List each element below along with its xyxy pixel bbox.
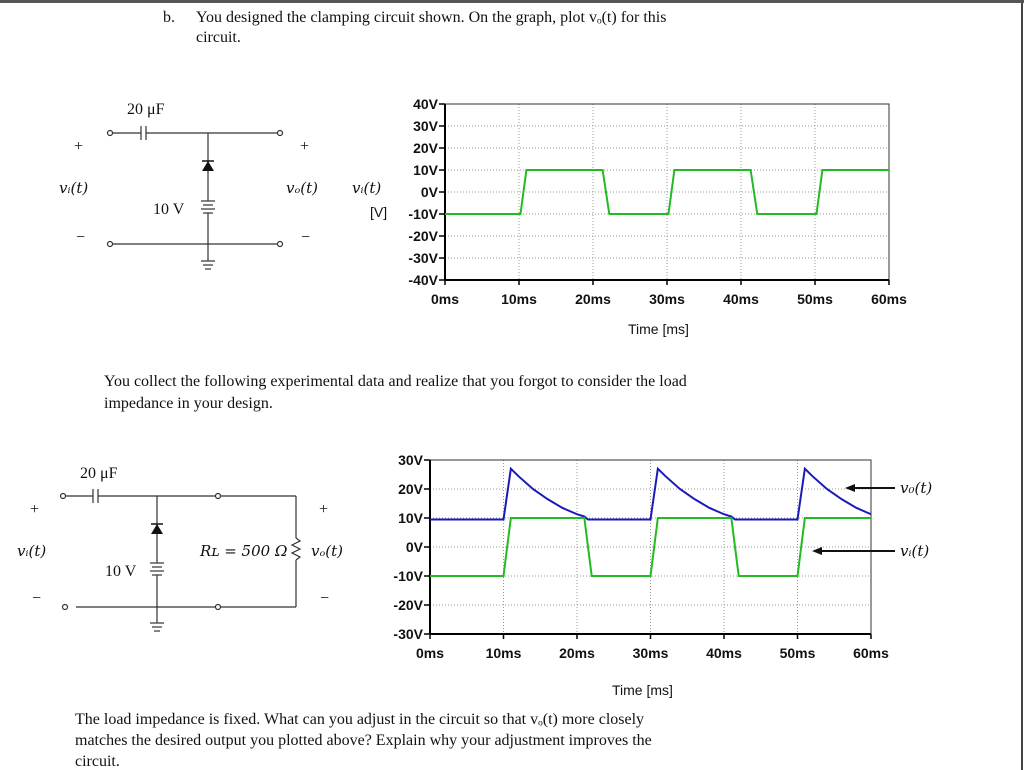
- terminal: [106, 129, 114, 137]
- y-tick-label: 40V: [413, 96, 439, 112]
- c1-output-label: vₒ(t): [286, 179, 318, 197]
- c1-output-plus: +: [300, 138, 310, 155]
- x-tick-label: 50ms: [780, 645, 816, 661]
- plot-frame: [444, 103, 890, 281]
- x-tick-label: 0ms: [431, 291, 459, 307]
- c2-resistor-label: Rʟ = 500 Ω: [200, 542, 288, 560]
- y-tick-label: -10V: [393, 568, 423, 584]
- x-tick-label: 10ms: [486, 645, 522, 661]
- y-tick-label: -40V: [408, 272, 438, 288]
- c2-output-minus: −: [320, 590, 330, 607]
- series-line-vi: [430, 517, 871, 577]
- x-tick-label: 40ms: [723, 291, 759, 307]
- y-tick-label: -30V: [408, 250, 438, 266]
- c1-capacitor-label: 20 μF: [127, 101, 165, 118]
- y-tick-label: 10V: [413, 162, 439, 178]
- question-text-line2: circuit.: [196, 29, 241, 46]
- chart2-vo-annotation: v₀(t): [900, 479, 933, 497]
- y-tick-label: -20V: [408, 228, 438, 244]
- bottom-text-line2: matches the desired output you plotted a…: [75, 732, 652, 749]
- c1-output-minus: −: [301, 229, 311, 246]
- question-label: b.: [163, 9, 175, 26]
- y-tick-label: 20V: [413, 140, 439, 156]
- resistor-icon: [290, 537, 302, 561]
- c2-input-minus: −: [32, 590, 42, 607]
- bottom-text-line3: circuit.: [75, 753, 120, 770]
- c1-input-label: vᵢ(t): [59, 179, 89, 197]
- c1-battery-label: 10 V: [153, 201, 185, 218]
- x-tick-label: 50ms: [797, 291, 833, 307]
- y-tick-label: 0V: [406, 539, 424, 555]
- middle-text-line1: You collect the following experimental d…: [104, 373, 687, 390]
- c2-capacitor-label: 20 μF: [80, 465, 118, 482]
- terminal: [276, 129, 284, 137]
- y-tick-label: -20V: [393, 597, 423, 613]
- c1-input-minus: −: [76, 229, 86, 246]
- chart1-yunit: [V]: [370, 204, 388, 220]
- chart1-xlabel: Time [ms]: [628, 321, 689, 337]
- bottom-text-line1: The load impedance is fixed. What can yo…: [75, 711, 645, 728]
- x-tick-label: 40ms: [706, 645, 742, 661]
- chart1-ylabel: vᵢ(t): [352, 179, 382, 197]
- x-tick-label: 60ms: [871, 291, 907, 307]
- x-tick-label: 10ms: [501, 291, 537, 307]
- y-tick-label: -30V: [393, 626, 423, 642]
- arrowhead-icon: [812, 547, 822, 555]
- series-line-vi: [445, 169, 889, 215]
- page-border: [1021, 3, 1023, 770]
- x-tick-label: 20ms: [559, 645, 595, 661]
- c2-battery-label: 10 V: [105, 563, 137, 580]
- y-tick-label: 10V: [398, 510, 424, 526]
- chart2-xlabel: Time [ms]: [612, 682, 673, 698]
- question-text-line1: You designed the clamping circuit shown.…: [196, 9, 667, 26]
- middle-text-line2: impedance in your design.: [104, 395, 273, 412]
- c2-input-label: vᵢ(t): [17, 542, 47, 560]
- x-tick-label: 60ms: [853, 645, 889, 661]
- x-tick-label: 20ms: [575, 291, 611, 307]
- diode-icon: [202, 161, 214, 171]
- y-tick-label: 0V: [421, 184, 439, 200]
- diode-icon: [151, 524, 163, 534]
- x-tick-label: 0ms: [416, 645, 444, 661]
- plot-frame: [429, 459, 872, 635]
- x-tick-label: 30ms: [649, 291, 685, 307]
- y-tick-label: 20V: [398, 481, 424, 497]
- series-line-vo: [430, 466, 872, 521]
- c2-output-plus: +: [319, 501, 329, 518]
- c1-input-plus: +: [74, 138, 84, 155]
- arrowhead-icon: [845, 484, 855, 492]
- c2-input-plus: +: [30, 501, 40, 518]
- x-tick-label: 30ms: [633, 645, 669, 661]
- y-tick-label: -10V: [408, 206, 438, 222]
- chart2-vi-annotation: vᵢ(t): [900, 542, 930, 560]
- c2-output-label: vₒ(t): [311, 542, 343, 560]
- y-tick-label: 30V: [398, 452, 424, 468]
- y-tick-label: 30V: [413, 118, 439, 134]
